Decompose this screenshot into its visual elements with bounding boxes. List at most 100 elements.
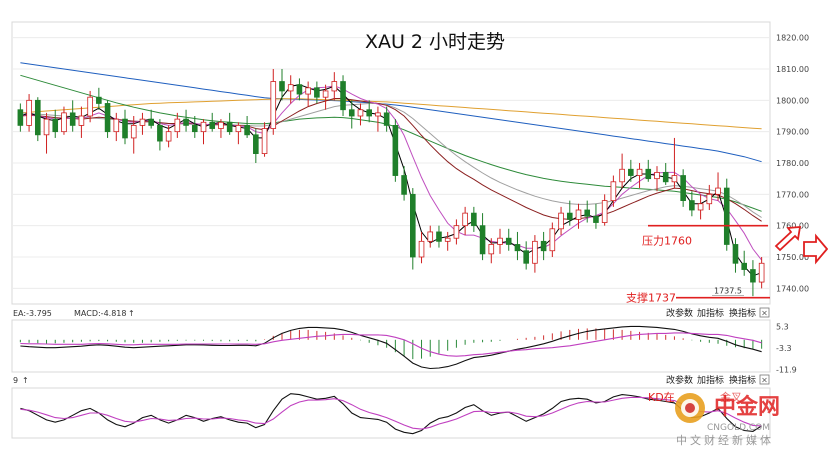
candle-body [401, 175, 407, 195]
price-tick-label: 1810.00 [776, 65, 809, 74]
macd-add-indicator-button[interactable]: 加指标 [697, 307, 724, 319]
support-resistance: 压力1760 支撑1737 1737.5 [626, 224, 770, 305]
brand-name: 中金网 [714, 394, 780, 420]
candle-body [610, 181, 617, 202]
candle-body [261, 128, 268, 155]
candle-body [314, 87, 320, 98]
candle-body [157, 125, 163, 142]
macd-value-label: MACD:-4.818 [74, 309, 126, 318]
candle-body [96, 96, 102, 104]
candle-body [104, 103, 111, 133]
macd-dea-label: EA:-3.795 [13, 309, 52, 318]
macd-panel: EA:-3.795 MACD:-4.818 ↑ 5.3 -3.3 -11.9 改参数… [11, 307, 797, 374]
candle-body [410, 193, 416, 258]
support-label: 支撑1737 [626, 291, 676, 305]
candle-body [628, 168, 634, 176]
candle-body [348, 109, 355, 117]
macd-lines [20, 325, 762, 370]
candle-body [35, 99, 41, 136]
candle-body [479, 225, 486, 255]
kdj-crossover-label-2: 金叉 [720, 390, 742, 404]
candle-body [558, 212, 564, 230]
candle-body [139, 118, 146, 126]
candle-body [383, 112, 390, 126]
macd-close-button[interactable] [759, 307, 770, 318]
macd-tick-label: 5.3 [776, 323, 789, 332]
candle-body [113, 118, 120, 133]
candle-body [732, 244, 739, 264]
moving-average-line [20, 98, 762, 130]
price-tick-label: 1780.00 [776, 159, 809, 168]
candle-body [453, 225, 460, 239]
candle-body [226, 121, 233, 133]
price-tick-label: 1790.00 [776, 128, 809, 137]
candle-body [357, 109, 364, 117]
price-tick-label: 1800.00 [776, 96, 809, 105]
kdj-line [20, 396, 762, 430]
candle-body [514, 244, 521, 252]
candle-body [191, 125, 198, 133]
candle-body [235, 125, 242, 133]
candle-body [680, 175, 686, 202]
candle-body [26, 99, 32, 126]
macd-switch-indicator-button[interactable]: 换指标 [729, 307, 756, 319]
kdj-edit-params-button[interactable]: 改参数 [666, 374, 693, 386]
macd-arrow-icon: ↑ [128, 309, 135, 318]
candle-body [305, 87, 311, 95]
candle-body [636, 168, 643, 176]
candle-body [654, 171, 660, 180]
kdj-close-icon: × [761, 376, 768, 385]
candle-body [549, 228, 556, 252]
kdj-panel-frame [11, 387, 771, 439]
candle-body [165, 131, 172, 142]
candle-body [17, 109, 24, 126]
price-gridlines [12, 37, 770, 289]
candle-body [723, 187, 730, 245]
candle-body [471, 212, 477, 227]
candle-body [69, 112, 76, 126]
macd-close-icon: × [761, 309, 768, 318]
candle-body [61, 112, 67, 133]
candle-body [671, 175, 678, 183]
macd-tick-label: -11.9 [776, 365, 797, 374]
candle-body [122, 118, 128, 139]
candle-body [566, 212, 573, 220]
kdj-crossover-label: KD在 [648, 391, 675, 404]
candle-body [296, 84, 303, 95]
candle-body [706, 193, 713, 205]
kdj-switch-indicator-button[interactable]: 换指标 [729, 374, 756, 386]
kdj-header-label: 9 [13, 376, 18, 385]
candlesticks [17, 69, 765, 297]
candle-body [375, 112, 381, 117]
candle-body [148, 118, 154, 126]
macd-tick-label: -3.3 [776, 344, 792, 353]
candle-body [750, 269, 756, 283]
candle-body [462, 212, 468, 227]
candle-body [715, 187, 721, 195]
candle-body [645, 168, 652, 180]
macd-edit-params-button[interactable]: 改参数 [666, 307, 693, 319]
candle-body [200, 121, 207, 133]
candle-body [758, 262, 765, 283]
candle-body [287, 84, 294, 92]
kdj-lines [20, 393, 762, 435]
candle-body [689, 200, 695, 211]
macd-line [20, 332, 762, 357]
price-tick-label: 1750.00 [776, 253, 809, 262]
candle-body [418, 240, 425, 258]
candle-body [584, 209, 591, 217]
candle-body [575, 209, 582, 220]
right-arrow-icon [803, 233, 828, 265]
candle-body [331, 81, 338, 92]
up-right-arrow-icon [774, 226, 802, 252]
candle-body [87, 96, 93, 117]
candle-body [488, 244, 495, 255]
moving-average-line [20, 74, 762, 212]
candle-body [497, 237, 503, 245]
candle-body [619, 168, 625, 183]
chart-title: XAU 2 小时走势 [365, 31, 505, 53]
kdj-close-button[interactable] [759, 374, 770, 385]
brand-watermark: 中金网 CNGOLD.COM 中文财经新媒体 [675, 393, 780, 447]
kdj-add-indicator-button[interactable]: 加指标 [697, 374, 724, 386]
